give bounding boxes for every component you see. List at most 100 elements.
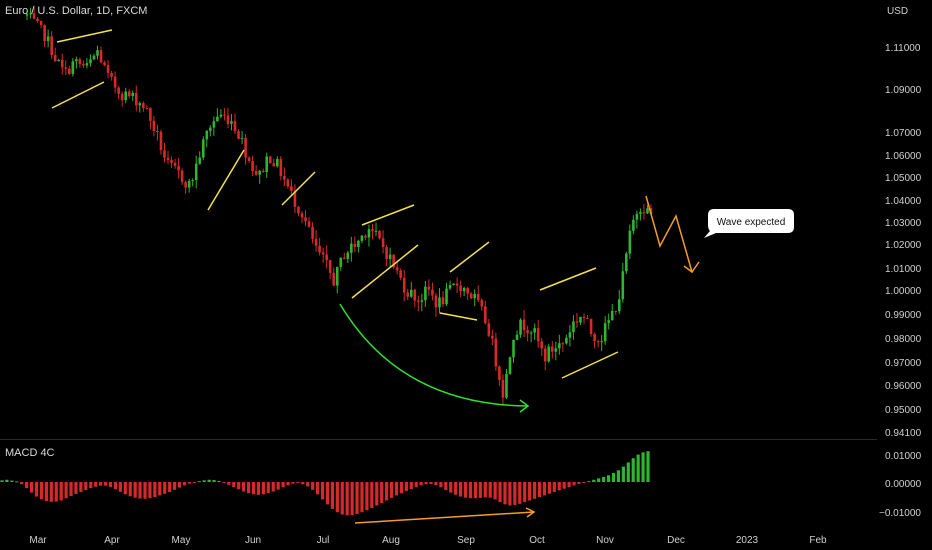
candle-body[interactable] <box>582 316 586 318</box>
candle-body[interactable] <box>194 163 198 181</box>
candle-body[interactable] <box>46 36 50 42</box>
candle-body[interactable] <box>593 333 596 342</box>
candle-body[interactable] <box>173 162 177 166</box>
candle-body[interactable] <box>642 212 646 214</box>
candle-body[interactable] <box>547 346 551 362</box>
candle-body[interactable] <box>120 93 124 101</box>
candle-body[interactable] <box>198 157 202 164</box>
candle-body[interactable] <box>459 285 462 292</box>
candle-body[interactable] <box>92 55 96 60</box>
candle-body[interactable] <box>279 158 283 177</box>
candle-body[interactable] <box>307 221 311 227</box>
indicator-title[interactable]: MACD 4C <box>5 447 55 459</box>
candle-body[interactable] <box>78 59 82 64</box>
candle-body[interactable] <box>223 114 226 116</box>
candle-body[interactable] <box>589 318 593 334</box>
candle-body[interactable] <box>367 229 371 238</box>
candle-body[interactable] <box>512 339 515 358</box>
candle-body[interactable] <box>145 107 149 109</box>
candle-body[interactable] <box>600 341 603 343</box>
candle-body[interactable] <box>127 91 131 96</box>
candle-body[interactable] <box>106 65 110 73</box>
candle-body[interactable] <box>29 13 32 15</box>
candle-body[interactable] <box>452 283 455 286</box>
candle-body[interactable] <box>297 206 300 214</box>
candle-body[interactable] <box>293 190 297 207</box>
candle-body[interactable] <box>85 63 89 66</box>
candle-body[interactable] <box>621 271 625 300</box>
candle-body[interactable] <box>325 254 328 261</box>
candle-body[interactable] <box>519 319 522 335</box>
candle-body[interactable] <box>639 212 642 214</box>
candle-body[interactable] <box>57 59 61 62</box>
candle-body[interactable] <box>550 346 554 352</box>
candle-body[interactable] <box>346 252 350 259</box>
candle-body[interactable] <box>406 292 410 297</box>
candle-body[interactable] <box>156 130 159 132</box>
candle-body[interactable] <box>163 150 166 158</box>
candle-body[interactable] <box>572 321 575 333</box>
candle-body[interactable] <box>103 62 106 66</box>
candle-body[interactable] <box>554 348 558 352</box>
candle-body[interactable] <box>417 300 420 302</box>
candle-body[interactable] <box>614 311 618 313</box>
candle-body[interactable] <box>586 317 589 319</box>
candle-body[interactable] <box>39 21 43 26</box>
candle-body[interactable] <box>304 217 307 222</box>
candle-body[interactable] <box>395 267 399 271</box>
candle-body[interactable] <box>501 379 505 398</box>
candle-body[interactable] <box>409 289 413 297</box>
candle-body[interactable] <box>60 59 64 68</box>
candle-body[interactable] <box>543 348 547 362</box>
candle-body[interactable] <box>420 300 424 302</box>
candle-body[interactable] <box>462 288 466 292</box>
candle-body[interactable] <box>399 270 402 278</box>
candle-body[interactable] <box>32 13 36 19</box>
candle-body[interactable] <box>540 341 544 349</box>
candle-body[interactable] <box>187 180 191 188</box>
candle-body[interactable] <box>558 343 561 349</box>
candle-body[interactable] <box>476 293 480 301</box>
candle-body[interactable] <box>286 179 290 187</box>
candle-body[interactable] <box>628 230 632 254</box>
candle-body[interactable] <box>596 341 600 343</box>
candle-body[interactable] <box>473 293 477 299</box>
candle-body[interactable] <box>180 170 184 182</box>
candle-body[interactable] <box>466 288 469 294</box>
candle-body[interactable] <box>233 121 237 132</box>
candle-body[interactable] <box>579 316 582 323</box>
candle-body[interactable] <box>424 286 427 301</box>
price-panel[interactable] <box>25 5 653 406</box>
candle-body[interactable] <box>603 323 607 342</box>
candle-body[interactable] <box>469 293 473 299</box>
candle-body[interactable] <box>53 55 57 62</box>
candle-body[interactable] <box>526 330 529 334</box>
candle-body[interactable] <box>498 366 501 380</box>
candle-body[interactable] <box>149 108 152 121</box>
candle-body[interactable] <box>388 254 392 259</box>
candle-body[interactable] <box>43 25 46 42</box>
candle-body[interactable] <box>251 160 254 171</box>
candle-body[interactable] <box>529 332 533 334</box>
candle-body[interactable] <box>360 235 364 241</box>
candle-body[interactable] <box>124 91 128 101</box>
candle-body[interactable] <box>455 283 459 286</box>
candle-body[interactable] <box>240 137 244 139</box>
candle-body[interactable] <box>392 254 395 268</box>
candle-body[interactable] <box>50 36 53 56</box>
candle-body[interactable] <box>402 277 406 293</box>
candle-body[interactable] <box>342 257 346 259</box>
candle-body[interactable] <box>159 131 163 151</box>
candle-body[interactable] <box>427 286 431 290</box>
candle-body[interactable] <box>166 157 170 160</box>
candle-body[interactable] <box>625 253 628 272</box>
candle-body[interactable] <box>339 257 343 267</box>
candle-body[interactable] <box>491 335 494 339</box>
callout-bubble[interactable] <box>704 209 794 238</box>
candle-body[interactable] <box>254 170 258 175</box>
candle-body[interactable] <box>533 328 536 333</box>
candle-body[interactable] <box>314 238 318 246</box>
candle-body[interactable] <box>276 158 279 167</box>
candle-body[interactable] <box>431 289 434 296</box>
candle-body[interactable] <box>635 213 639 220</box>
